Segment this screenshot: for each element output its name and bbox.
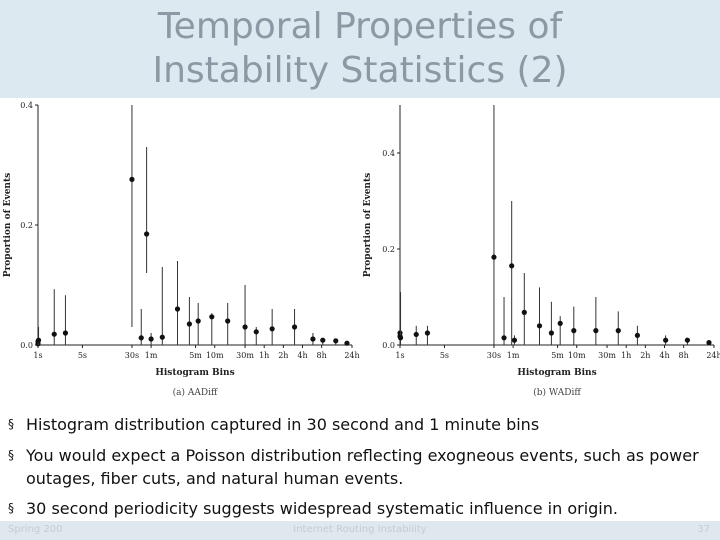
mean-point: [242, 324, 248, 330]
x-tick-label: 1s: [395, 351, 404, 360]
mean-point: [195, 318, 201, 324]
bullet-marker: §: [8, 448, 14, 462]
mean-point: [320, 337, 326, 343]
footer-date: Spring 200: [8, 524, 63, 535]
mean-point: [174, 306, 181, 312]
mean-point: [310, 336, 316, 342]
x-tick-label: 8h: [679, 351, 689, 360]
slide-title-line-2: Instability Statistics (2): [152, 50, 568, 91]
mean-point: [557, 320, 563, 326]
mean-point: [521, 309, 527, 315]
bullet-item: § Histogram distribution captured in 30 …: [8, 413, 708, 436]
y-axis-label: Proportion of Events: [363, 173, 373, 277]
x-tick-label: 5m: [189, 351, 202, 360]
title-band: [0, 0, 720, 98]
bullet-text: Histogram distribution captured in 30 se…: [26, 415, 540, 434]
histogram-chart-aadiff: 0.0 0.2 0.4 1s 5s 30s 1m 5m 10m 30m 1h 2h 4h 8h 24h His…: [3, 101, 360, 398]
x-tick-label: 30m: [236, 351, 254, 360]
mean-point: [225, 318, 231, 324]
x-tick-label: 30s: [125, 351, 139, 360]
x-tick-label: 1m: [507, 351, 520, 360]
x-tick-label: 24h: [344, 351, 359, 360]
mean-point: [663, 337, 669, 343]
mean-point: [509, 263, 515, 269]
x-tick-label: 1m: [145, 351, 158, 360]
mean-point: [209, 314, 215, 320]
mean-point: [684, 337, 691, 343]
x-tick-label: 4h: [297, 351, 307, 360]
x-tick-label: 24h: [706, 351, 720, 360]
mean-point: [491, 254, 497, 260]
chart-caption: (b) WADiff: [533, 387, 581, 398]
x-tick-label: 5s: [78, 351, 87, 360]
mean-point: [397, 335, 404, 341]
x-tick-label: 30s: [487, 351, 501, 360]
mean-point: [593, 328, 599, 334]
x-tick-label: 4h: [659, 351, 669, 360]
x-tick-label: 2h: [278, 351, 288, 360]
mean-point: [413, 331, 419, 338]
histogram-chart-wadiff: 0.0 0.2 0.4 1s 5s 30s 1m 5m 10m 30m 1h 2h 4h 8h 24h His…: [363, 105, 720, 398]
mean-point: [333, 338, 339, 344]
mean-point: [138, 335, 144, 341]
x-tick-label: 2h: [640, 351, 650, 360]
mean-point: [186, 321, 192, 327]
x-tick-label: 5s: [440, 351, 449, 360]
x-tick-label: 10m: [568, 351, 586, 360]
mean-point: [144, 231, 150, 237]
x-tick-label: 5m: [551, 351, 564, 360]
mean-point: [35, 337, 42, 343]
y-tick-label: 0.0: [20, 341, 33, 350]
bullet-text: You would expect a Poisson distribution …: [26, 446, 699, 488]
mean-point: [291, 324, 298, 330]
x-axis-label: Histogram Bins: [155, 368, 234, 378]
x-axis-label: Histogram Bins: [517, 368, 596, 378]
mean-point: [344, 340, 350, 346]
y-tick-label: 0.4: [20, 101, 33, 110]
mean-point: [706, 340, 712, 346]
mean-point: [269, 326, 275, 332]
bullet-marker: §: [8, 501, 14, 515]
x-tick-label: 30m: [598, 351, 616, 360]
y-tick-label: 0.2: [382, 245, 395, 254]
footer-bar: Spring 200 Internet Routing Instability …: [0, 521, 720, 540]
mean-point: [159, 334, 165, 340]
bullet-item: § You would expect a Poisson distributio…: [8, 444, 708, 490]
mean-point: [615, 328, 621, 334]
y-tick-label: 0.4: [382, 149, 395, 158]
mean-point: [571, 328, 577, 334]
y-tick-label: 0.2: [20, 221, 33, 230]
mean-point: [634, 332, 641, 338]
x-tick-label: 1h: [621, 351, 631, 360]
y-axis-label: Proportion of Events: [3, 173, 13, 277]
y-tick-label: 0.0: [382, 341, 395, 350]
x-tick-label: 10m: [206, 351, 224, 360]
bullet-item: § 30 second periodicity suggests widespr…: [8, 497, 708, 520]
x-tick-label: 8h: [317, 351, 327, 360]
x-tick-label: 1h: [259, 351, 269, 360]
x-tick-label: 1s: [33, 351, 42, 360]
mean-point: [501, 335, 507, 341]
footer-page-number: 37: [697, 524, 710, 535]
mean-point: [548, 330, 554, 336]
mean-point: [511, 337, 518, 343]
mean-point: [424, 330, 431, 336]
mean-point: [129, 176, 135, 182]
mean-point: [51, 331, 57, 337]
chart-caption: (a) AADiff: [173, 387, 218, 398]
footer-course: Internet Routing Instability: [293, 524, 427, 535]
mean-point: [148, 336, 154, 342]
slide-title-line-1: Temporal Properties of: [157, 6, 563, 47]
mean-point: [62, 330, 69, 336]
bullet-text: 30 second periodicity suggests widesprea…: [26, 499, 618, 518]
bullet-marker: §: [8, 417, 14, 431]
mean-point: [536, 323, 543, 329]
mean-point: [253, 329, 259, 335]
